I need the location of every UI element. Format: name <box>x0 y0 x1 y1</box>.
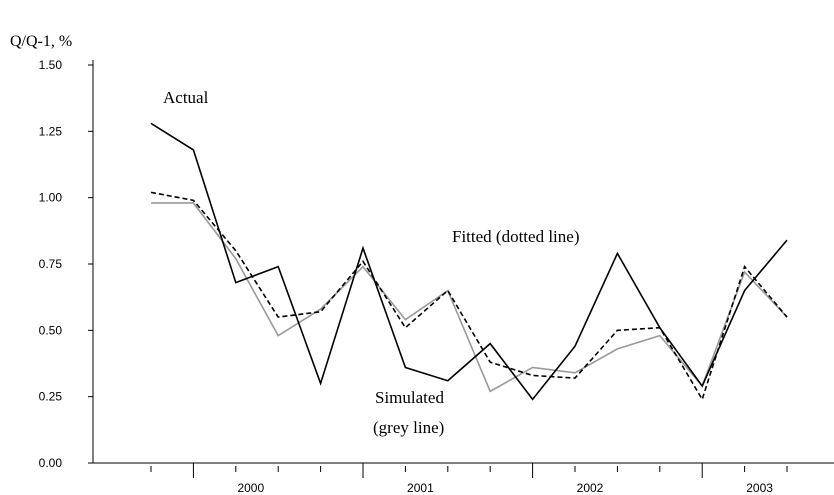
x-tick-label: 2000 <box>237 481 264 495</box>
x-tick-label: 2002 <box>577 481 604 495</box>
y-tick-label: 0.00 <box>39 456 63 470</box>
y-axis-label: Q/Q-1, % <box>10 33 72 50</box>
annotation: Fitted (dotted line) <box>452 227 579 246</box>
y-tick-label: 0.50 <box>39 323 63 337</box>
y-tick-label: 1.00 <box>39 191 63 205</box>
annotation: Actual <box>163 88 209 107</box>
x-tick-label: 2003 <box>746 481 773 495</box>
annotation: (grey line) <box>373 418 444 437</box>
series-line <box>150 191 788 402</box>
y-tick-label: 1.50 <box>39 58 63 72</box>
x-tick-label: 2001 <box>407 481 434 495</box>
y-tick-label: 0.25 <box>39 390 63 404</box>
annotation: Simulated <box>375 388 444 407</box>
series-line <box>150 122 788 401</box>
y-tick-label: 0.75 <box>39 257 63 271</box>
series-line <box>151 202 788 393</box>
y-tick-label: 1.25 <box>39 124 63 138</box>
